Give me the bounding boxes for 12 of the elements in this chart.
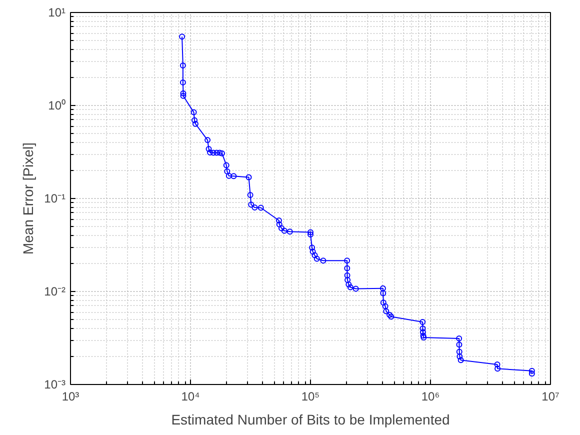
x-tick-label: 10⁴ [181, 390, 200, 404]
x-tick-label: 10³ [62, 390, 80, 404]
y-tick-label: 10⁻³ [44, 378, 66, 392]
y-tick-label: 10¹ [48, 6, 66, 20]
y-tick-label: 10⁰ [48, 98, 66, 112]
x-axis-title: Estimated Number of Bits to be Implemented [171, 412, 450, 428]
x-tick-label: 10⁵ [301, 390, 320, 404]
x-tick-label: 10⁶ [421, 390, 440, 404]
y-axis-title: Mean Error [Pixel] [20, 142, 36, 255]
y-tick-label: 10⁻² [44, 284, 66, 298]
y-tick-label: 10⁻¹ [44, 192, 66, 206]
x-tick-label: 10⁷ [542, 390, 560, 404]
